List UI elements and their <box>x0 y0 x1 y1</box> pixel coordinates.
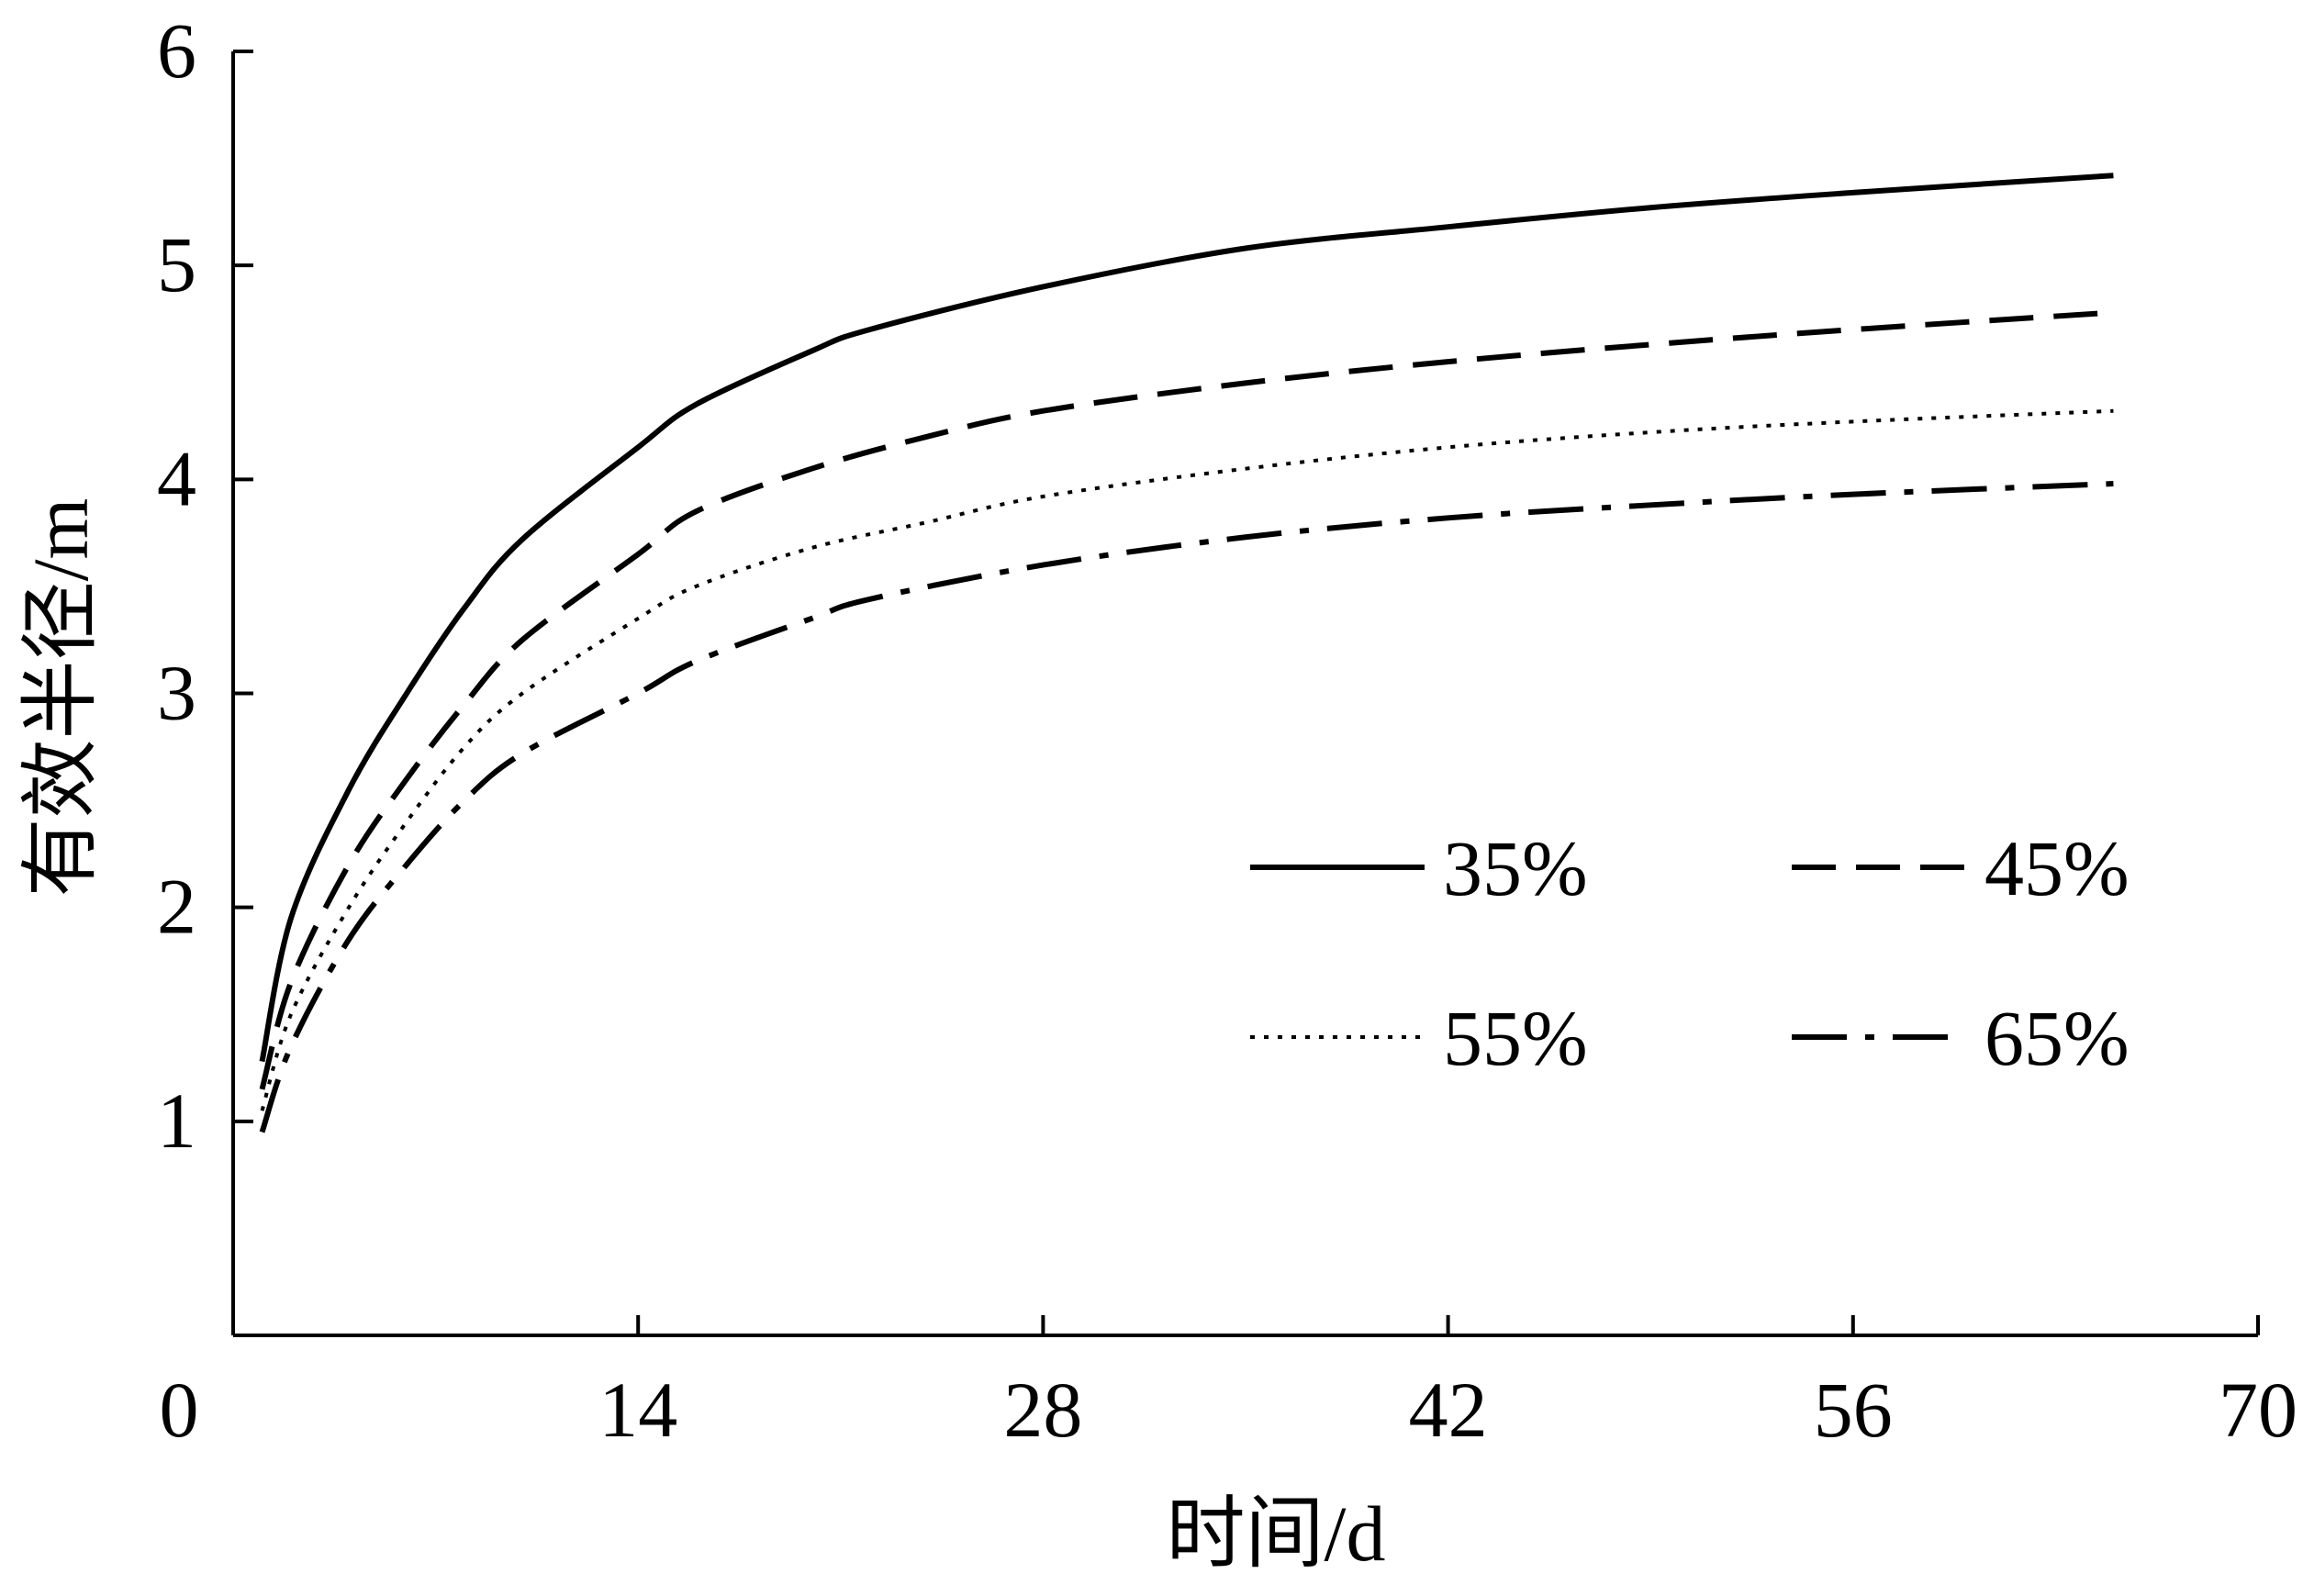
x-tick-label: 42 <box>1409 1366 1488 1454</box>
x-tick-label: 56 <box>1814 1366 1893 1454</box>
y-tick-label: 2 <box>157 863 196 951</box>
series-line-45pct <box>259 309 2114 1090</box>
series-line-65pct <box>259 480 2114 1133</box>
legend-label: 65% <box>1984 994 2130 1082</box>
legend-label: 45% <box>1984 824 2130 912</box>
x-tick-label: 14 <box>598 1366 677 1454</box>
series-line-35pct <box>259 173 2114 1063</box>
y-tick-label: 6 <box>157 6 196 95</box>
legend: 35% 45% 55% 65% <box>1250 824 2130 1082</box>
y-tick-label: 1 <box>157 1077 196 1165</box>
x-tick-label: 28 <box>1003 1366 1082 1454</box>
legend-label: 55% <box>1443 994 1588 1082</box>
legend-label: 35% <box>1443 824 1588 912</box>
y-tick-label: 5 <box>157 220 196 308</box>
x-axis-label: 时间/d <box>1167 1490 1386 1578</box>
series-group <box>259 173 2114 1133</box>
y-tick-label: 3 <box>157 649 196 737</box>
y-tick-label: 4 <box>157 434 196 522</box>
series-line-55pct <box>260 408 2114 1111</box>
x-tick-label: 0 <box>160 1366 199 1454</box>
y-axis-label: 有效半径/m <box>17 498 105 898</box>
x-tick-label: 70 <box>2219 1366 2297 1454</box>
